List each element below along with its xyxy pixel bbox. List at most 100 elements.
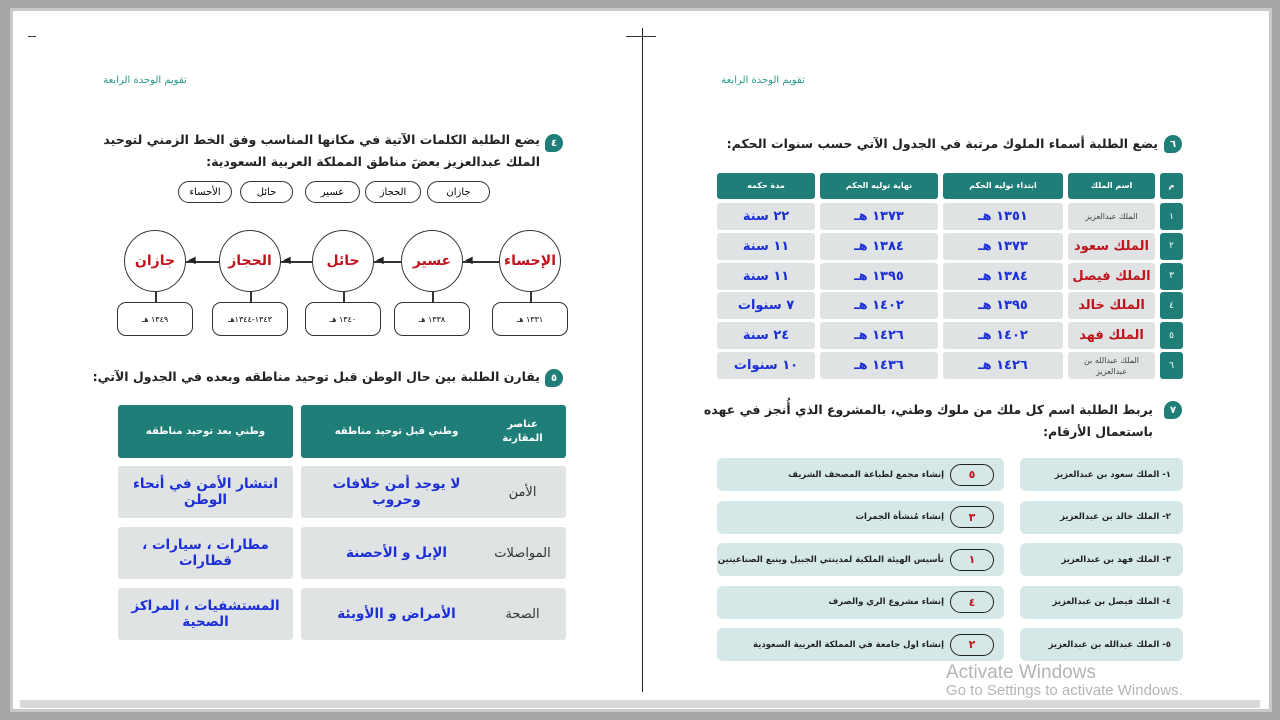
king-item: ٥- الملك عبدالله بن عبدالعزيز: [1020, 628, 1183, 661]
question-badge-4: ٤: [545, 134, 563, 152]
answer-number-field[interactable]: ٢: [950, 633, 994, 656]
page-divider: [642, 28, 643, 692]
table-cell: ١٤٢٦ هـ: [943, 352, 1063, 379]
table-cell: مطارات ، سيارات ، قطارات: [118, 527, 293, 579]
timeline-circle: الإحساء: [499, 230, 561, 292]
connector-line: [530, 292, 532, 302]
connector-line: [343, 292, 345, 302]
answer-number-field[interactable]: ٥: [950, 463, 994, 486]
timeline-circle: الحجاز: [219, 230, 281, 292]
timeline-circle: جازان: [124, 230, 186, 292]
project-item: ٤ إنشاء مشروع الري والصرف: [717, 585, 1004, 619]
row-number: ١: [1160, 203, 1183, 230]
timeline-line: [281, 261, 312, 263]
question-7-line1: يربط الطلبة اسم كل ملك من ملوك وطني، بال…: [703, 402, 1153, 417]
project-item: ٥ إنشاء مجمع لطباعة المصحف الشريف: [717, 458, 1004, 491]
table-cell: الملك خالد: [1068, 292, 1155, 320]
word-pill: الأحساء: [178, 181, 232, 203]
table-cell: ١١ سنة: [717, 232, 815, 260]
question-badge-5: ٥: [545, 369, 563, 387]
project-text: إنشاء مُنشأة الجمرات: [855, 512, 944, 522]
table-cell: ١٣٩٥ هـ: [943, 292, 1063, 320]
table-cell: ٢٤ سنة: [717, 322, 815, 350]
table-cell: الملك فهد: [1068, 322, 1155, 350]
timeline-line: [463, 261, 499, 263]
table-cell: ١٤٠٢ هـ: [820, 292, 938, 320]
table-cell: ١١ سنة: [717, 262, 815, 290]
table-header: وطني بعد توحيد مناطقه: [118, 405, 293, 458]
arrow-left-icon: ◀: [376, 255, 384, 266]
table-cell: المواصلات: [479, 527, 566, 579]
table-cell: الأمن: [479, 466, 566, 518]
answer-number-field[interactable]: ٣: [950, 506, 994, 528]
table-cell: الملك فيصل: [1068, 262, 1155, 290]
table-header: ابتداء توليه الحكم: [943, 173, 1063, 199]
project-item: ١ تأسيس الهيئة الملكية لمدينتي الجبيل وين…: [717, 543, 1004, 576]
table-cell: ١٣٨٤ هـ: [820, 232, 938, 260]
word-pill: جازان: [427, 181, 490, 203]
arrow-left-icon: ◀: [465, 255, 473, 266]
bottom-band: [20, 700, 1260, 708]
row-number: ٥: [1160, 322, 1183, 350]
activate-windows-title: Activate Windows: [946, 662, 1096, 683]
timeline-year-box: ١٣٤٣-١٣٤٤هـ: [212, 302, 288, 336]
answer-number-field[interactable]: ١: [950, 548, 994, 571]
table-cell: ١٣٧٣ هـ: [820, 203, 938, 230]
connector-line: [155, 292, 157, 302]
king-item: ١- الملك سعود بن عبدالعزيز: [1020, 458, 1183, 491]
row-number: ٤: [1160, 292, 1183, 320]
activate-windows-subtitle: Go to Settings to activate Windows.: [946, 682, 1183, 699]
timeline-circle: حائل: [312, 230, 374, 292]
project-text: إنشاء مشروع الري والصرف: [828, 597, 944, 607]
project-item: ٣ إنشاء مُنشأة الجمرات: [717, 500, 1004, 534]
king-item: ٤- الملك فيصل بن عبدالعزيز: [1020, 585, 1183, 619]
table-cell: ١٤٢٦ هـ: [820, 322, 938, 350]
table-cell: ٢٢ سنة: [717, 203, 815, 230]
table-cell: المستشفيات ، المراكز الصحية: [118, 588, 293, 640]
connector-line: [432, 292, 434, 302]
king-item: ٢- الملك خالد بن عبدالعزيز: [1020, 500, 1183, 534]
row-number: ٦: [1160, 352, 1183, 379]
row-number: ٢: [1160, 232, 1183, 260]
question-badge-6: ٦: [1164, 135, 1182, 153]
table-cell: ١٤٠٢ هـ: [943, 322, 1063, 350]
table-header: وطني قبل توحيد مناطقه: [301, 405, 492, 458]
question-badge-7: ٧: [1164, 401, 1182, 419]
answer-number-field[interactable]: ٤: [950, 591, 994, 613]
question-6-text: يضع الطلبة أسماء الملوك مرتبة في الجدول …: [726, 136, 1158, 151]
table-cell: الملك سعود: [1068, 232, 1155, 260]
timeline-year-box: ١٣٤٩ هـ: [117, 302, 193, 336]
word-pill: عسير: [305, 181, 360, 203]
timeline-year-box: ١٣٣٨ هـ: [394, 302, 470, 336]
timeline-line: [186, 261, 219, 263]
connector-line: [250, 292, 252, 302]
question-5-text: يقارن الطلبة بين حال الوطن قبل توحيد منا…: [92, 369, 540, 384]
timeline-year-box: ١٣٣١ هـ: [492, 302, 568, 336]
project-text: إنشاء اول جامعة في المملكة العربية السعو…: [753, 639, 944, 650]
project-text: تأسيس الهيئة الملكية لمدينتي الجبيل وينب…: [717, 554, 944, 565]
table-cell: ١٣٩٥ هـ: [820, 262, 938, 290]
table-cell: ٧ سنوات: [717, 292, 815, 320]
crop-mark: [626, 36, 656, 37]
table-cell: انتشار الأمن في أنحاء الوطن: [118, 466, 293, 518]
table-header: اسم الملك: [1068, 173, 1155, 199]
question-4-line2: الملك عبدالعزيز بعضَ مناطق المملكة العرب…: [206, 154, 540, 169]
table-cell: الملك عبدالله بن عبدالعزيز: [1068, 352, 1155, 379]
page-header-right: تقويم الوحدة الرابعة: [721, 75, 805, 86]
table-cell: ١٠ سنوات: [717, 352, 815, 379]
table-header: مدة حكمه: [717, 173, 815, 199]
project-text: إنشاء مجمع لطباعة المصحف الشريف: [788, 469, 944, 480]
table-cell: ١٤٣٦ هـ: [820, 352, 938, 379]
table-cell: الأمراض و االأوبئة: [301, 588, 492, 640]
table-cell: الإبل و الأحصنة: [301, 527, 492, 579]
timeline-line: [374, 261, 401, 263]
project-item: ٢ إنشاء اول جامعة في المملكة العربية السع…: [717, 628, 1004, 661]
arrow-left-icon: ◀: [283, 255, 291, 266]
table-cell: الملك عبدالعزيز: [1068, 203, 1155, 230]
table-header: م: [1160, 173, 1183, 199]
timeline-year-box: ١٣٤٠ هـ: [305, 302, 381, 336]
table-header: عناصر المقارنة: [479, 405, 566, 458]
crop-mark: [28, 36, 36, 37]
table-cell: ١٣٥١ هـ: [943, 203, 1063, 230]
table-cell: لا يوجد أمن خلافات وحروب: [301, 466, 492, 518]
